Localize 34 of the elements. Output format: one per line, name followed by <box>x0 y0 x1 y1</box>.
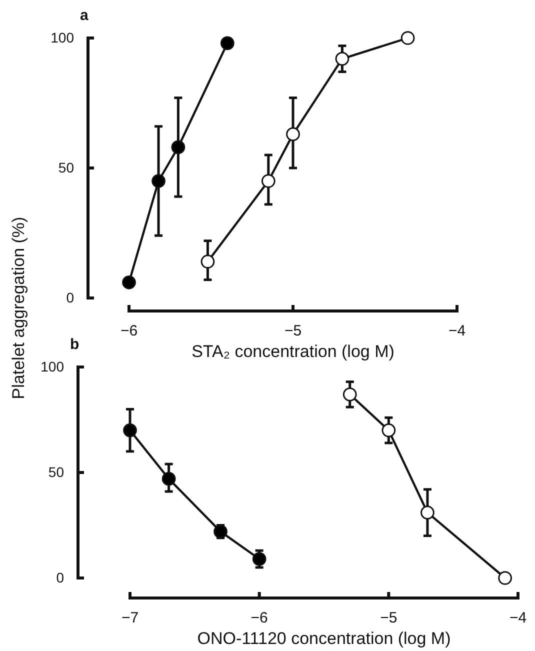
point <box>335 52 350 66</box>
point <box>400 31 415 45</box>
y-tick-label: 50 <box>48 464 64 480</box>
point <box>162 472 176 486</box>
point <box>252 552 266 566</box>
chart-title: b <box>70 336 80 353</box>
point <box>498 571 512 585</box>
x-tick-label: −4 <box>448 322 466 340</box>
point <box>261 174 276 188</box>
point <box>123 423 137 438</box>
y-tick-label: 100 <box>40 358 64 374</box>
y-tick-label: 0 <box>56 569 64 586</box>
x-tick-label: −7 <box>121 610 139 627</box>
y-tick-label: 50 <box>58 159 74 176</box>
x-tick-label: −6 <box>250 610 268 627</box>
x-tick-label: −5 <box>284 322 302 340</box>
point <box>286 127 300 142</box>
point <box>200 254 215 269</box>
point <box>382 423 396 438</box>
point <box>342 388 357 402</box>
x-tick-label: −5 <box>380 610 398 627</box>
x-tick-label: −4 <box>509 610 527 627</box>
x-axis-title: ONO-11120 concentration (log M) <box>197 629 451 648</box>
point <box>220 36 234 50</box>
y-tick-label: 100 <box>50 29 74 46</box>
x-tick-label: −6 <box>120 322 138 340</box>
chart-title: a <box>80 7 89 24</box>
point <box>171 140 186 154</box>
y-tick-label: 0 <box>66 289 74 306</box>
y-axis-title: Platelet aggregation (%) <box>9 216 28 400</box>
point <box>420 506 434 520</box>
point <box>152 174 166 188</box>
x-axis-title: STA₂ concentration (log M) <box>192 342 394 361</box>
point <box>122 275 136 290</box>
